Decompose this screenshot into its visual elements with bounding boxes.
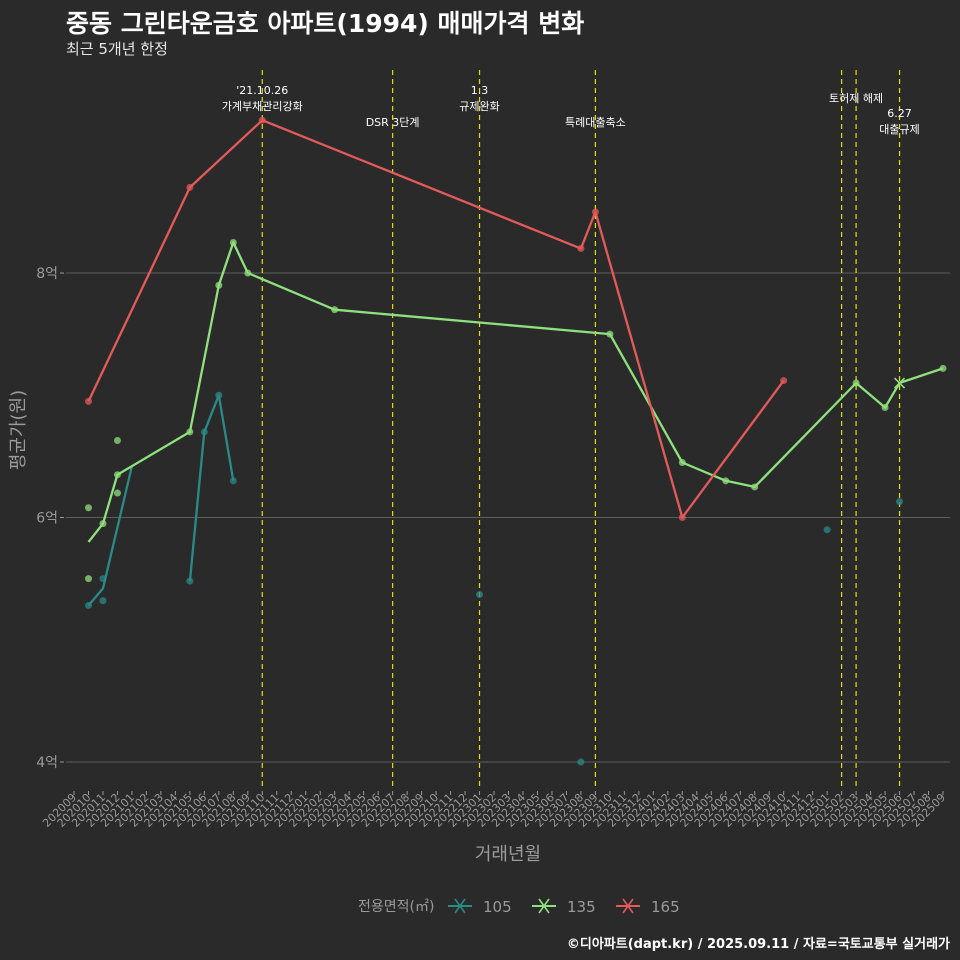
series-105-point bbox=[84, 602, 92, 610]
series-135-point bbox=[678, 458, 686, 466]
series-105-point bbox=[229, 477, 237, 485]
series-135-point bbox=[852, 379, 860, 387]
series-105-line bbox=[87, 465, 134, 607]
series-165-point bbox=[186, 183, 194, 191]
series-105-point bbox=[186, 577, 194, 585]
event-annotation: 가계부채관리강화 bbox=[222, 100, 303, 113]
series-135-point bbox=[606, 330, 614, 338]
legend-label: 105 bbox=[483, 898, 512, 916]
legend-key-cross bbox=[454, 898, 466, 914]
series-105-point bbox=[215, 391, 223, 399]
chart-title: 중동 그린타운금호 아파트(1994) 매매가격 변화 bbox=[66, 9, 585, 38]
x-axis-title: 거래년월 bbox=[475, 844, 541, 865]
series-165-point bbox=[577, 245, 585, 253]
chart-subtitle: 최근 5개년 한정 bbox=[66, 40, 168, 58]
series-105-point bbox=[577, 758, 585, 766]
event-annotation: 6.27 bbox=[887, 107, 912, 120]
series-105-point bbox=[823, 526, 831, 534]
event-annotation: 규제완화 bbox=[459, 100, 499, 113]
legend-key-cross bbox=[622, 898, 634, 914]
legend-key-cross bbox=[538, 898, 550, 914]
series-105-point bbox=[476, 591, 484, 599]
series-105-point bbox=[200, 428, 208, 436]
series-135-point bbox=[881, 403, 889, 411]
event-annotation: 1.3 bbox=[471, 84, 489, 97]
legend-label: 135 bbox=[567, 898, 596, 916]
series-135-point bbox=[751, 483, 759, 491]
y-tick-label: 6억 bbox=[36, 511, 58, 527]
series-135-point bbox=[84, 504, 92, 512]
event-annotation: DSR 3단계 bbox=[366, 116, 420, 129]
y-tick-label: 8억 bbox=[36, 266, 58, 282]
series-105-point bbox=[99, 597, 107, 605]
series-165-point bbox=[258, 116, 266, 124]
y-tick-label: 4억 bbox=[36, 755, 58, 771]
series-105-point bbox=[896, 498, 904, 506]
series-135-point bbox=[331, 306, 339, 314]
series-165-point bbox=[591, 208, 599, 216]
series-135-point bbox=[99, 520, 107, 528]
series-135-point bbox=[84, 575, 92, 583]
series-135-cross-marker bbox=[893, 377, 906, 389]
event-annotation: 대출규제 bbox=[879, 123, 919, 136]
legend-title: 전용면적(㎡) bbox=[358, 899, 434, 915]
series-135-point bbox=[244, 269, 252, 277]
series-165-point bbox=[678, 514, 686, 521]
series-135-point bbox=[113, 436, 121, 444]
event-annotation: '21.10.26 bbox=[236, 84, 288, 97]
series-135-line bbox=[87, 241, 944, 543]
series-105-point bbox=[99, 575, 107, 583]
series-135-point bbox=[722, 477, 730, 485]
y-axis-title: 평균가(원) bbox=[8, 390, 29, 470]
series-165-point bbox=[84, 397, 92, 405]
series-135-point bbox=[113, 489, 121, 497]
series-105-line bbox=[188, 394, 235, 582]
event-annotation: 특례대출축소 bbox=[565, 116, 626, 129]
series-135-point bbox=[113, 471, 121, 479]
legend-label: 165 bbox=[651, 898, 680, 916]
event-annotation: 토허제 해제 bbox=[829, 91, 883, 105]
series-135-point bbox=[939, 364, 947, 372]
series-135-point bbox=[186, 428, 194, 436]
source-caption: ©디아파트(dapt.kr) / 2025.09.11 / 자료=국토교통부 실… bbox=[566, 937, 950, 952]
series-165-point bbox=[780, 377, 788, 385]
series-135-point bbox=[229, 238, 237, 246]
series-135-point bbox=[215, 281, 223, 289]
